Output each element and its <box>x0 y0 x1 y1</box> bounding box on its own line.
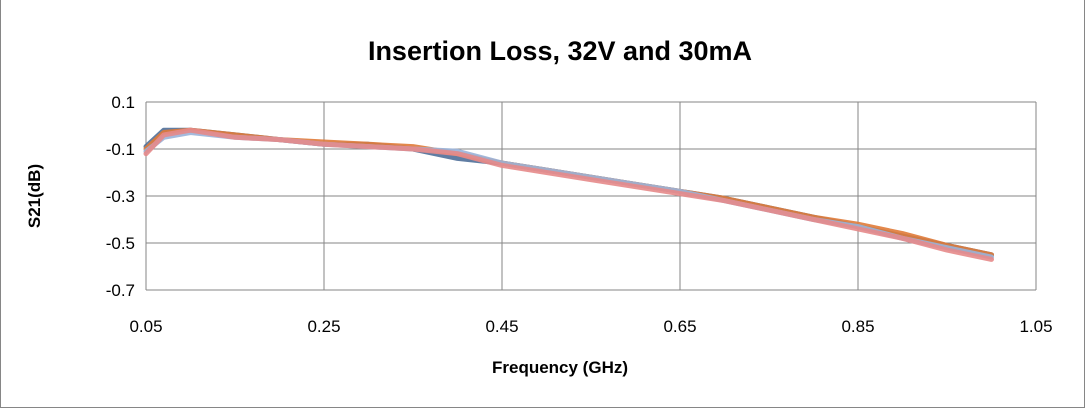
grid <box>145 101 1037 291</box>
x-tick-label: 1.05 <box>1019 317 1052 336</box>
y-tick-label: -0.7 <box>106 281 135 300</box>
x-axis-title: Frequency (GHz) <box>492 358 628 377</box>
x-tick-label: 0.45 <box>485 317 518 336</box>
series-line-3 <box>143 130 994 260</box>
y-tick-label: -0.5 <box>106 234 135 253</box>
y-tick-label: 0.1 <box>111 93 135 112</box>
series-line-4 <box>143 127 994 262</box>
y-tick-label: -0.1 <box>106 140 135 159</box>
series-group <box>143 127 994 262</box>
x-tick-label: 0.05 <box>129 317 162 336</box>
chart-title: Insertion Loss, 32V and 30mA <box>368 36 752 66</box>
x-tick-labels: 0.05 0.25 0.45 0.65 0.85 1.05 <box>129 317 1052 336</box>
x-tick-label: 0.65 <box>663 317 696 336</box>
x-tick-label: 0.25 <box>307 317 340 336</box>
x-tick-label: 0.85 <box>841 317 874 336</box>
y-tick-labels: 0.1 -0.1 -0.3 -0.5 -0.7 <box>106 93 135 300</box>
y-tick-label: -0.3 <box>106 187 135 206</box>
y-axis-title: S21(dB) <box>25 164 44 228</box>
